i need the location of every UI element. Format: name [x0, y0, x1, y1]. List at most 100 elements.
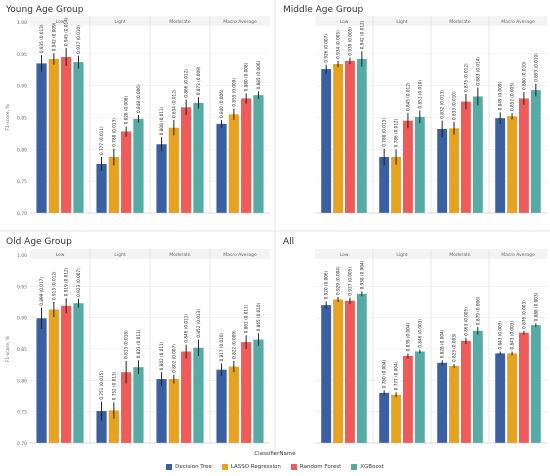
category-label: Moderate — [449, 252, 471, 258]
data-label: 0.929 (0.004) — [336, 266, 341, 295]
category-label: Low — [56, 19, 65, 25]
chart-title: Old Age Group — [6, 237, 72, 247]
bar — [321, 69, 332, 213]
data-label: 0.788 (0.012) — [394, 118, 399, 147]
data-label: 0.935 (0.013) — [39, 24, 44, 53]
bar — [48, 58, 59, 213]
bar — [449, 128, 459, 213]
data-label: 0.752 (0.013) — [111, 371, 116, 400]
y-tick-label: 0.95 — [17, 52, 27, 58]
chart-panel: Old Age Group 1.00 0.95 0.90 0.85 0.80 0.75 0.7… — [5, 237, 270, 447]
data-label: 0.855 (0.009) — [231, 78, 236, 107]
category-label: Moderate — [449, 19, 471, 25]
bar — [437, 362, 448, 443]
y-tick-label: 0.95 — [17, 284, 27, 290]
category-label: Macro Average — [501, 252, 535, 258]
y-tick-label: 0.70 — [17, 441, 27, 447]
bar — [345, 60, 355, 213]
bar — [414, 116, 425, 213]
bar — [121, 372, 132, 443]
chart-panel: All Low 0.920 (0.006) 0.929 (0.004) 0.927 (0… — [283, 237, 547, 444]
data-label: 0.920 (0.006) — [324, 270, 329, 299]
bar — [156, 144, 167, 213]
legend-item: Random Forest — [290, 464, 341, 470]
data-label: 0.832 (0.013) — [440, 90, 445, 119]
data-label: 0.845 (0.012) — [405, 82, 410, 111]
data-label: 0.880 (0.010) — [521, 61, 526, 90]
category-label: Macro Average — [223, 252, 257, 258]
bar — [61, 57, 72, 214]
y-axis-label: F1-score, % — [5, 335, 11, 362]
bar — [168, 127, 179, 213]
bar — [193, 102, 204, 213]
y-tick-label: 0.90 — [17, 84, 27, 90]
data-label: 0.777 (0.004) — [394, 361, 399, 390]
data-label: 0.849 (0.009) — [498, 81, 503, 110]
y-tick-label: 1.00 — [17, 20, 27, 26]
data-label: 0.852 (0.013) — [196, 309, 201, 338]
data-label: 0.828 (0.004) — [440, 329, 445, 358]
legend-swatch — [351, 464, 358, 470]
data-label: 0.813 (0.018) — [124, 330, 129, 359]
bar — [449, 365, 459, 443]
category-label: Light — [396, 252, 407, 258]
category-label: Light — [114, 19, 125, 25]
bar — [472, 96, 483, 213]
y-tick-label: 1.00 — [17, 253, 27, 259]
bar — [321, 305, 332, 443]
bar — [168, 379, 179, 443]
bar — [61, 305, 72, 443]
bar — [181, 351, 192, 443]
y-tick-label: 0.75 — [17, 179, 27, 185]
category-label: Low — [56, 252, 65, 258]
legend-label: LASSO Regression — [230, 464, 281, 470]
data-label: 0.875 (0.012) — [463, 63, 468, 92]
bar — [228, 114, 239, 213]
y-tick-label: 0.75 — [17, 410, 27, 416]
y-tick-label: 0.80 — [17, 378, 27, 384]
category-label: Moderate — [169, 252, 191, 258]
data-label: 0.876 (0.003) — [521, 300, 526, 329]
bar — [73, 303, 84, 443]
bar — [156, 379, 167, 443]
bar — [519, 332, 529, 443]
bar — [461, 101, 471, 213]
legend-item: LASSO Regression — [221, 464, 281, 470]
y-axis-label: F1-score, % — [5, 104, 11, 131]
data-label: 0.848 (0.006) — [136, 84, 141, 113]
bar — [216, 369, 227, 443]
data-label: 0.863 (0.005) — [463, 307, 468, 336]
category-label: Low — [340, 252, 349, 258]
bar — [345, 300, 355, 443]
data-label: 0.840 (0.006) — [219, 89, 224, 118]
data-label: 0.873 (0.009) — [196, 66, 201, 95]
data-label: 0.751 (0.015) — [99, 371, 104, 400]
legend-swatch — [166, 464, 173, 470]
data-label: 0.852 (0.005) — [510, 82, 515, 111]
bar — [96, 411, 107, 443]
data-label: 0.839 (0.004) — [405, 322, 410, 351]
data-label: 0.808 (0.011) — [159, 106, 164, 135]
bar — [333, 299, 343, 443]
data-label: 0.834 (0.012) — [171, 89, 176, 118]
bar — [108, 410, 119, 443]
category-label: Moderate — [169, 19, 191, 25]
chart-title: Middle Age Group — [283, 5, 364, 15]
data-label: 0.817 (0.010) — [219, 332, 224, 361]
data-label: 0.926 (0.007) — [324, 34, 329, 63]
bar — [379, 156, 390, 213]
y-tick-label: 0.90 — [17, 316, 27, 322]
data-label: 0.899 (0.017) — [39, 277, 44, 306]
data-label: 0.937 (0.010) — [76, 25, 81, 54]
data-label: 0.938 (0.004) — [359, 260, 364, 289]
data-label: 0.883 (0.014) — [475, 57, 480, 86]
data-label: 0.846 (0.003) — [417, 319, 422, 348]
bar — [228, 366, 239, 443]
chart-panel: Middle Age Group Low 0.926 (0.007) 0.934 (0… — [283, 5, 547, 214]
data-label: 0.865 (0.010) — [256, 302, 261, 331]
bar — [391, 156, 401, 213]
data-label: 0.942 (0.012) — [359, 20, 364, 49]
data-label: 0.880 (0.008) — [244, 62, 249, 91]
data-label: 0.927 (0.005) — [347, 267, 352, 296]
